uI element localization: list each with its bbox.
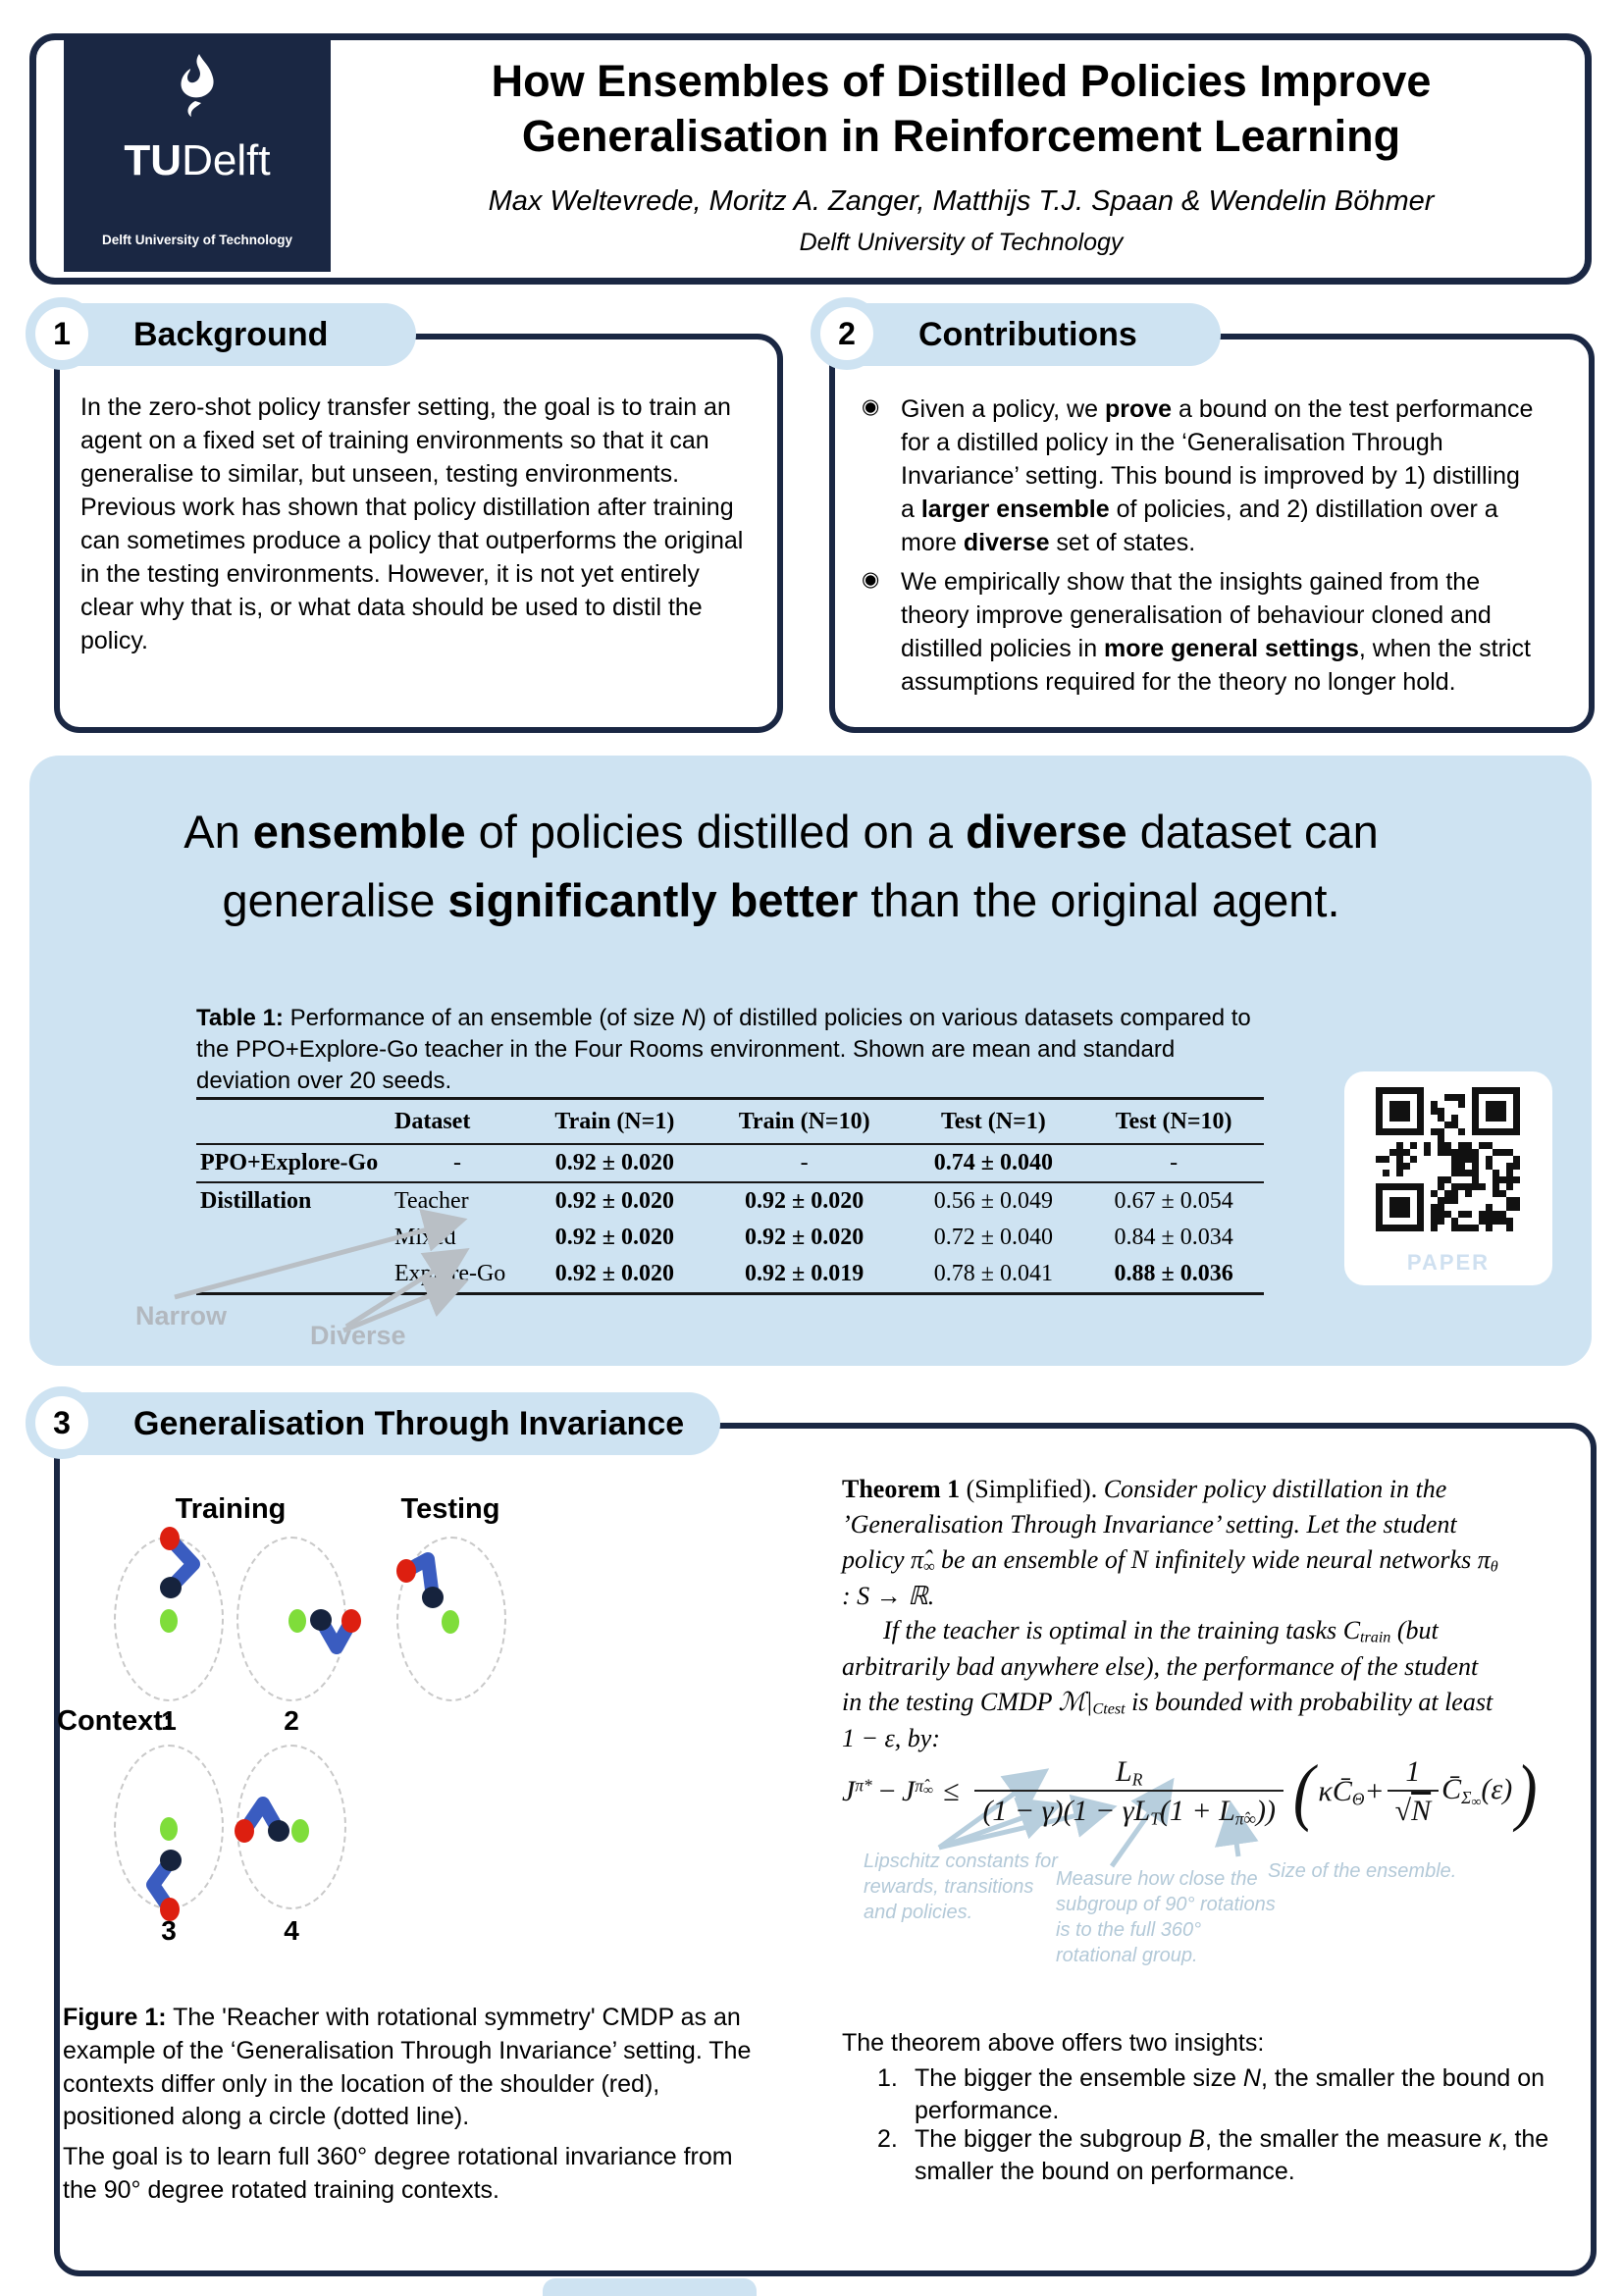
context-number-3: 3 bbox=[161, 1915, 177, 1946]
poster-title-line1: How Ensembles of Distilled Policies Impr… bbox=[491, 56, 1432, 106]
key-statement-line2: generalise significantly better than the… bbox=[222, 874, 1340, 926]
equation-fraction: LR (1 − γ)(1 − γLT(1 + Lπ̂∞)) bbox=[974, 1754, 1283, 1829]
section-header-background: Background bbox=[43, 303, 416, 366]
affiliation: Delft University of Technology bbox=[799, 229, 1124, 256]
section-number-1: 1 bbox=[26, 297, 98, 370]
dataset-pointer-arrows bbox=[174, 1209, 470, 1333]
table-header-row: Dataset Train (N=1) Train (N=10) Test (N… bbox=[196, 1098, 1264, 1144]
section-header-contributions: Contributions bbox=[828, 303, 1221, 366]
contribution-bullet-1: ◉ Given a policy, we prove a bound on th… bbox=[862, 395, 1534, 556]
target-dot bbox=[160, 1609, 178, 1633]
training-label: Training bbox=[175, 1493, 287, 1525]
next-section-edge bbox=[543, 2278, 757, 2296]
figure-caption: Figure 1: The 'Reacher with rotational s… bbox=[63, 2004, 752, 2131]
logo-subtitle: Delft University of Technology bbox=[101, 233, 293, 247]
insight-item-2: 2. The bigger the subgroup B, the smalle… bbox=[877, 2125, 1549, 2185]
contributions-title: Contributions bbox=[918, 315, 1137, 353]
poster-title-line2: Generalisation in Reinforcement Learning bbox=[521, 111, 1401, 161]
gti-title: Generalisation Through Invariance bbox=[133, 1404, 685, 1442]
narrow-label: Narrow bbox=[135, 1301, 228, 1331]
bullet-icon: ◉ bbox=[862, 568, 880, 591]
insights-intro: The theorem above offers two insights: bbox=[842, 2029, 1265, 2057]
qr-label: PAPER bbox=[1406, 1250, 1491, 1275]
flame-icon bbox=[181, 54, 214, 117]
reacher-arms bbox=[146, 1527, 459, 1921]
annotation-ensemble-size: Size of the ensemble. bbox=[1268, 1860, 1457, 1882]
context-number-1: 1 bbox=[161, 1705, 177, 1736]
testing-label: Testing bbox=[400, 1493, 500, 1525]
section-number-2: 2 bbox=[811, 297, 883, 370]
contribution-bullet-2: ◉ We empirically show that the insights … bbox=[862, 568, 1531, 696]
logo-wordmark: TUDelft bbox=[124, 136, 271, 184]
theorem-text: Theorem 1 (Simplified). Consider policy … bbox=[842, 1475, 1498, 1752]
qr-code bbox=[1376, 1087, 1520, 1231]
contributions-box bbox=[829, 334, 1595, 733]
background-box bbox=[54, 334, 783, 733]
context-label: Context: bbox=[57, 1705, 173, 1737]
paper-qr-card: PAPER bbox=[1344, 1071, 1552, 1285]
key-statement-line1: An ensemble of policies distilled on a d… bbox=[183, 806, 1379, 858]
context-number-2: 2 bbox=[284, 1705, 299, 1736]
context-number-4: 4 bbox=[284, 1915, 299, 1946]
section-number-3: 3 bbox=[26, 1386, 98, 1459]
context-circle-test bbox=[396, 1537, 506, 1701]
theorem-equation: Jπ* − Jπ̂∞ ≤ LR (1 − γ)(1 − γLT(1 + Lπ̂∞… bbox=[842, 1749, 1538, 1834]
equation-annotation-arrows bbox=[937, 1768, 1259, 1868]
table-row: Distillation Teacher 0.92 ± 0.020 0.92 ±… bbox=[200, 1188, 1233, 1214]
results-table: Dataset Train (N=1) Train (N=10) Test (N… bbox=[196, 1097, 1264, 1295]
bullet-icon: ◉ bbox=[862, 395, 880, 418]
annotation-kappa: Measure how close the subgroup of 90° ro… bbox=[1056, 1868, 1276, 1966]
tu-delft-logo: TUDelft Delft University of Technology bbox=[64, 40, 331, 272]
section-header-gti: Generalisation Through Invariance bbox=[43, 1392, 720, 1455]
background-title: Background bbox=[133, 315, 329, 353]
table-row: PPO+Explore-Go - 0.92 ± 0.020 - 0.74 ± 0… bbox=[196, 1144, 1264, 1182]
background-text: In the zero-shot policy transfer setting… bbox=[80, 393, 744, 654]
table-caption: Table 1: Performance of an ensemble (of … bbox=[196, 1005, 1251, 1095]
annotation-lipschitz: Lipschitz constants for rewards, transit… bbox=[864, 1851, 1058, 1923]
shoulder-dot bbox=[160, 1527, 180, 1550]
header: TUDelft Delft University of Technology H… bbox=[29, 33, 1592, 285]
authors: Max Weltevrede, Moritz A. Zanger, Matthi… bbox=[488, 185, 1435, 217]
figure-goal-text: The goal is to learn full 360° degree ro… bbox=[63, 2143, 733, 2204]
elbow-dot bbox=[160, 1577, 182, 1598]
insight-item-1: 1. The bigger the ensemble size N, the s… bbox=[877, 2064, 1545, 2124]
